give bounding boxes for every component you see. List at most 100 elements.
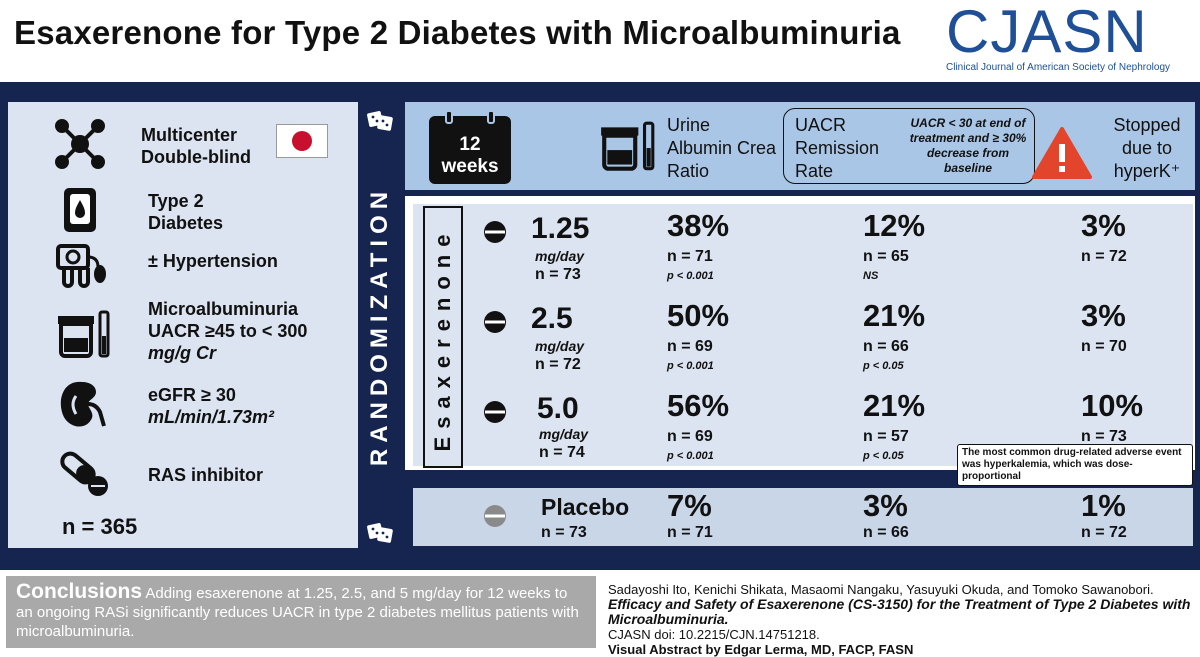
remission-box	[783, 108, 1035, 184]
arm-1-rem-n: n = 65	[863, 248, 909, 265]
citation-credit: Visual Abstract by Edgar Lerma, MD, FACP…	[608, 642, 914, 657]
arm-3-stop-n: n = 73	[1081, 428, 1127, 445]
dice-icon	[367, 111, 393, 131]
drug-label: Esaxerenone	[430, 226, 455, 452]
footer: Conclusions Adding esaxerenone at 1.25, …	[0, 570, 1200, 657]
arm-1-uacr-p: p < 0.001	[667, 270, 714, 282]
citation-article: Efficacy and Safety of Esaxerenone (CS-3…	[608, 596, 1191, 627]
arm-2-rem-n: n = 66	[863, 338, 909, 355]
arm-3-uacr-n: n = 69	[667, 428, 713, 445]
criterion-design: Multicenter Double-blind	[141, 125, 251, 167]
glucometer-icon	[64, 188, 96, 232]
arm-1-uacr-pct: 38%	[667, 208, 730, 243]
egfr-unit: mL/min/1.73m²	[148, 407, 275, 427]
arm-2-stop-pct: 3%	[1081, 298, 1126, 333]
results-background	[413, 204, 1193, 466]
citation-doi: CJASN doi: 10.2215/CJN.14751218.	[608, 627, 820, 642]
randomization-bar: RANDOMIZATION	[362, 100, 398, 552]
main-panel: Multicenter Double-blind Type 2 Diabetes…	[0, 98, 1200, 570]
arm-3-unit: mg/day	[539, 426, 589, 442]
conclusions-text: Adding esaxerenone at 1.25, 2.5, and 5 m…	[16, 585, 579, 640]
arm-2-uacr-pct: 50%	[667, 298, 730, 333]
arm-2-rem-p: p < 0.05	[863, 360, 904, 372]
arm-3-dose: 5.0	[537, 392, 579, 425]
pill-icon	[484, 221, 506, 243]
arm-3-uacr-pct: 56%	[667, 388, 730, 423]
placebo-stop-n: n = 72	[1081, 524, 1127, 541]
journal-logo: CJASN Clinical Journal of American Socie…	[946, 0, 1182, 74]
citation: Sadayoshi Ito, Kenichi Shikata, Masaomi …	[608, 582, 1198, 657]
inclusion-panel: Multicenter Double-blind Type 2 Diabetes…	[8, 102, 358, 548]
microalbuminuria-label: Microalbuminuria	[148, 299, 299, 319]
arm-2-stop-n: n = 70	[1081, 338, 1127, 355]
conclusions-heading: Conclusions	[16, 580, 143, 603]
arm-2-n: n = 72	[535, 356, 581, 373]
network-icon	[55, 119, 105, 169]
arm-1-unit: mg/day	[535, 248, 585, 264]
arm-1-rem-pct: 12%	[863, 208, 926, 243]
conclusions-box: Conclusions Adding esaxerenone at 1.25, …	[6, 576, 596, 648]
arm-2-dose: 2.5	[531, 302, 573, 335]
arm-1-n: n = 73	[535, 266, 581, 283]
blood-pressure-icon	[56, 244, 106, 288]
placebo-stop-pct: 1%	[1081, 488, 1126, 523]
placebo-uacr-pct: 7%	[667, 488, 712, 523]
arm-3-rem-n: n = 57	[863, 428, 909, 445]
page-title: Esaxerenone for Type 2 Diabetes with Mic…	[14, 14, 901, 51]
placebo-n: n = 73	[541, 524, 587, 541]
arm-3-n: n = 74	[539, 444, 585, 461]
placebo-uacr-n: n = 71	[667, 524, 713, 541]
remission-header: UACR Remission Rate	[795, 115, 880, 181]
arm-3-stop-pct: 10%	[1081, 388, 1144, 423]
arm-1-dose: 1.25	[531, 212, 590, 245]
warning-icon	[1032, 127, 1092, 179]
arm-3-rem-p: p < 0.05	[863, 450, 904, 462]
drug-label-box	[423, 206, 463, 468]
criterion-egfr: eGFR ≥ 30 mL/min/1.73m²	[148, 384, 358, 428]
header: Esaxerenone for Type 2 Diabetes with Mic…	[0, 0, 1200, 82]
dice-icon-bottom	[367, 523, 393, 543]
placebo-row: Placebo n = 73 7% n = 71 3% n = 66 1% n …	[413, 488, 1193, 546]
urine-cup-icon	[58, 310, 110, 358]
total-n: n = 365	[62, 514, 138, 539]
pill-icon	[484, 311, 506, 333]
logo-wordmark: CJASN	[946, 0, 1148, 65]
arm-3-rem-pct: 21%	[863, 388, 926, 423]
kidney-icon	[60, 381, 106, 427]
criterion-ras: RAS inhibitor	[148, 465, 263, 485]
arm-1-uacr-n: n = 71	[667, 248, 713, 265]
arm-2-uacr-n: n = 69	[667, 338, 713, 355]
arm-1-rem-p: NS	[863, 270, 879, 282]
arm-2-rem-pct: 21%	[863, 298, 926, 333]
uacr-range: UACR ≥45 to < 300	[148, 321, 308, 341]
remission-definition: UACR < 30 at end of treatment and ≥ 30% …	[909, 116, 1027, 175]
placebo-rem-pct: 3%	[863, 488, 908, 523]
criterion-type2: Type 2 Diabetes	[148, 191, 224, 233]
arm-1-stop-pct: 3%	[1081, 208, 1126, 243]
adverse-event-note: The most common drug-related adverse eve…	[957, 444, 1193, 486]
arm-2-unit: mg/day	[535, 338, 585, 354]
pills-icon	[60, 451, 108, 496]
placebo-label: Placebo	[541, 494, 630, 520]
japan-flag-icon	[276, 124, 328, 158]
criterion-hypertension: ± Hypertension	[148, 251, 278, 271]
pill-icon	[484, 401, 506, 423]
urine-sample-icon	[601, 121, 655, 171]
egfr-threshold: eGFR ≥ 30	[148, 385, 236, 405]
duration-unit: weeks	[441, 156, 499, 177]
uacr-unit: mg/g Cr	[148, 343, 217, 363]
divider-bar	[0, 82, 1200, 98]
placebo-pill-icon	[484, 505, 506, 527]
randomization-label: RANDOMIZATION	[366, 185, 393, 467]
logo-subtitle: Clinical Journal of American Society of …	[946, 62, 1170, 73]
duration-number: 12	[459, 134, 481, 155]
stopped-header: Stopped due to hyperK⁺	[1113, 115, 1181, 181]
uacr-header: Urine Albumin Crea Ratio	[667, 115, 777, 181]
outcomes-header: 12 weeks Urine Albumin Crea Ratio UACR R…	[405, 102, 1195, 190]
placebo-rem-n: n = 66	[863, 524, 909, 541]
citation-authors: Sadayoshi Ito, Kenichi Shikata, Masaomi …	[608, 582, 1154, 597]
arm-3-uacr-p: p < 0.001	[667, 450, 714, 462]
esaxerenone-results: Esaxerenone 1.25 mg/day n = 73 38% n = 7…	[405, 196, 1195, 486]
criterion-microalbuminuria: Microalbuminuria UACR ≥45 to < 300 mg/g …	[148, 298, 358, 364]
calendar-icon: 12 weeks	[429, 110, 511, 184]
